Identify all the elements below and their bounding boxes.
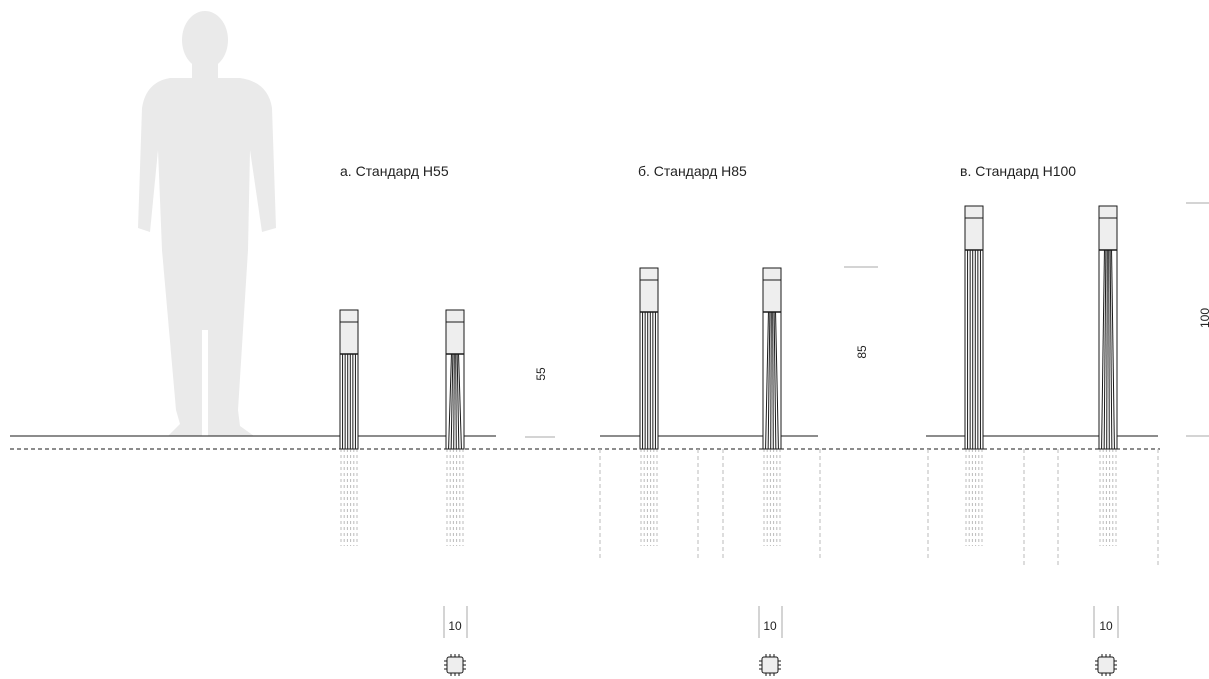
group-title-a: а. Стандард Н55 <box>340 163 449 179</box>
width-dimension-b: 10 <box>758 606 783 638</box>
post-underground <box>640 449 658 546</box>
base-icons <box>444 654 1117 676</box>
square-base-icon <box>444 654 466 676</box>
post-underground <box>446 449 464 546</box>
post-underground <box>340 449 358 546</box>
bollard-post-c2 <box>1098 205 1118 546</box>
bollard-post-a2 <box>445 309 465 546</box>
bollard-posts <box>339 205 1118 546</box>
bollard-post-b2 <box>762 267 782 546</box>
post-body <box>445 353 465 450</box>
foundation-outlines <box>599 449 1159 565</box>
post-lamp-head <box>339 309 359 355</box>
bollard-post-a1 <box>339 309 359 546</box>
post-body <box>762 311 782 450</box>
height-label-a: 55 <box>534 367 548 381</box>
height-label-b: 85 <box>855 345 869 359</box>
height-dimension-c: 100 <box>1186 202 1209 437</box>
square-base-icon <box>1095 654 1117 676</box>
post-body <box>639 311 659 450</box>
width-label-a: 10 <box>448 619 462 633</box>
post-lamp-head <box>639 267 659 313</box>
square-base-icon <box>759 654 781 676</box>
post-body <box>964 249 984 450</box>
width-label-b: 10 <box>763 619 777 633</box>
width-dimension-c: 10 <box>1093 606 1119 638</box>
human-silhouette-icon <box>138 11 276 436</box>
height-dimension-a: 55 <box>525 367 555 438</box>
post-lamp-head <box>1098 205 1118 251</box>
post-body <box>339 353 359 450</box>
height-label-c: 100 <box>1198 308 1209 328</box>
post-body <box>1098 249 1118 450</box>
group-title-c: в. Стандард Н100 <box>960 163 1076 179</box>
height-dimension-b: 85 <box>844 266 878 359</box>
post-lamp-head <box>964 205 984 251</box>
group-title-b: б. Стандард Н85 <box>638 163 747 179</box>
width-dimension-a: 10 <box>443 606 468 638</box>
post-underground <box>763 449 781 546</box>
bollard-post-b1 <box>639 267 659 546</box>
bollard-post-c1 <box>964 205 984 546</box>
post-underground <box>1099 449 1117 546</box>
post-lamp-head <box>445 309 465 355</box>
post-underground <box>965 449 983 546</box>
post-lamp-head <box>762 267 782 313</box>
width-label-c: 10 <box>1099 619 1113 633</box>
